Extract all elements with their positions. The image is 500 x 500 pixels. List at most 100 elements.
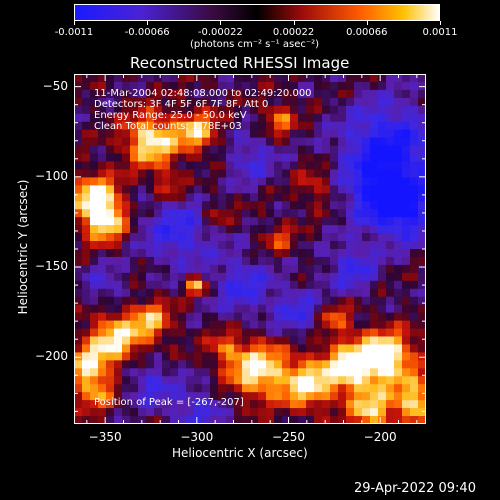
heatmap-cell: [346, 153, 355, 162]
heatmap-cell: [146, 161, 155, 170]
heatmap-cell: [186, 121, 195, 130]
heatmap-cell: [338, 400, 347, 409]
heatmap-cell: [82, 328, 91, 337]
heatmap-cell: [394, 225, 403, 234]
heatmap-cell: [178, 264, 187, 274]
heatmap-cell: [410, 376, 419, 385]
heatmap-cell: [90, 193, 99, 202]
heatmap-cell: [74, 416, 83, 424]
heatmap-cell: [410, 177, 419, 186]
heatmap-cell: [218, 392, 227, 401]
heatmap-cell: [122, 233, 131, 242]
heatmap-cell: [178, 81, 187, 91]
heatmap-cell: [210, 217, 219, 226]
heatmap-cell: [226, 256, 235, 266]
heatmap-cell: [154, 169, 163, 178]
heatmap-cell: [130, 328, 139, 337]
heatmap-cell: [194, 320, 203, 329]
heatmap-cell: [354, 376, 363, 385]
heatmap-cell: [242, 193, 251, 202]
heatmap-cell: [90, 272, 99, 282]
heatmap-cell: [130, 368, 139, 377]
heatmap-cell: [418, 113, 426, 123]
heatmap-cell: [226, 360, 235, 369]
heatmap-cell: [322, 336, 331, 345]
heatmap-cell: [274, 241, 283, 250]
heatmap-cell: [210, 74, 219, 83]
heatmap-cell: [338, 336, 347, 345]
heatmap-cell: [402, 105, 411, 115]
heatmap-cell: [178, 328, 187, 337]
heatmap-cell: [346, 384, 355, 393]
heatmap-cell: [370, 384, 379, 393]
heatmap-cell: [274, 89, 283, 99]
heatmap-cell: [338, 384, 347, 393]
heatmap-cell: [306, 256, 315, 266]
heatmap-cell: [250, 392, 259, 401]
colorbar-tick-label: 0.0011: [422, 27, 458, 38]
heatmap-cell: [290, 249, 299, 258]
heatmap-cell: [162, 185, 171, 194]
heatmap-cell: [234, 392, 243, 401]
heatmap-cell: [162, 74, 171, 83]
heatmap-cell: [362, 416, 371, 424]
heatmap-cell: [250, 312, 259, 321]
heatmap-cell: [290, 312, 299, 321]
heatmap-cell: [346, 368, 355, 377]
heatmap-cell: [298, 169, 307, 178]
heatmap-cell: [378, 400, 387, 409]
heatmap-cell: [394, 169, 403, 178]
heatmap-cell: [330, 129, 339, 138]
heatmap-cell: [282, 153, 291, 162]
heatmap-cell: [274, 296, 283, 305]
heatmap-cell: [210, 249, 219, 258]
heatmap-cell: [258, 81, 267, 91]
heatmap-cell: [354, 264, 363, 274]
heatmap-cell: [218, 121, 227, 130]
heatmap-cell: [130, 161, 139, 170]
heatmap-cell: [186, 74, 195, 83]
heatmap-cell: [314, 328, 323, 337]
heatmap-cell: [306, 336, 315, 345]
info-detectors: Detectors: 3F 4F 5F 6F 7F 8F, Att 0: [94, 99, 269, 110]
heatmap-cell: [106, 241, 115, 250]
heatmap-cell: [74, 384, 83, 393]
heatmap-cell: [98, 328, 107, 337]
heatmap-cell: [306, 161, 315, 170]
heatmap-cell: [394, 304, 403, 313]
heatmap-cell: [266, 137, 275, 146]
heatmap-cell: [162, 376, 171, 385]
heatmap-cell: [394, 272, 403, 282]
heatmap-cell: [226, 264, 235, 274]
heatmap-cell: [354, 81, 363, 91]
heatmap-cell: [210, 161, 219, 170]
heatmap-cell: [74, 241, 83, 250]
heatmap-cell: [362, 296, 371, 305]
heatmap-cell: [82, 312, 91, 321]
heatmap-cell: [346, 161, 355, 170]
heatmap-cell: [306, 392, 315, 401]
heatmap-cell: [138, 97, 147, 107]
heatmap-cell: [418, 344, 426, 353]
heatmap-cell: [266, 97, 275, 107]
heatmap-cell: [210, 233, 219, 242]
heatmap-cell: [82, 89, 91, 99]
heatmap-cell: [98, 225, 107, 234]
heatmap-cell: [370, 249, 379, 258]
heatmap-cell: [298, 201, 307, 210]
heatmap-cell: [330, 121, 339, 130]
heatmap-cell: [138, 368, 147, 377]
heatmap-cell: [298, 296, 307, 305]
heatmap-cell: [338, 296, 347, 305]
heatmap-cell: [330, 384, 339, 393]
heatmap-cell: [82, 153, 91, 162]
heatmap-cell: [274, 177, 283, 186]
heatmap-cell: [218, 376, 227, 385]
heatmap-cell: [250, 320, 259, 329]
heatmap-cell: [274, 137, 283, 146]
colorbar-tick-label: -0.00066: [124, 27, 170, 38]
heatmap-cell: [234, 209, 243, 218]
heatmap-cell: [346, 169, 355, 178]
heatmap-cell: [370, 113, 379, 123]
heatmap-cell: [178, 408, 187, 417]
